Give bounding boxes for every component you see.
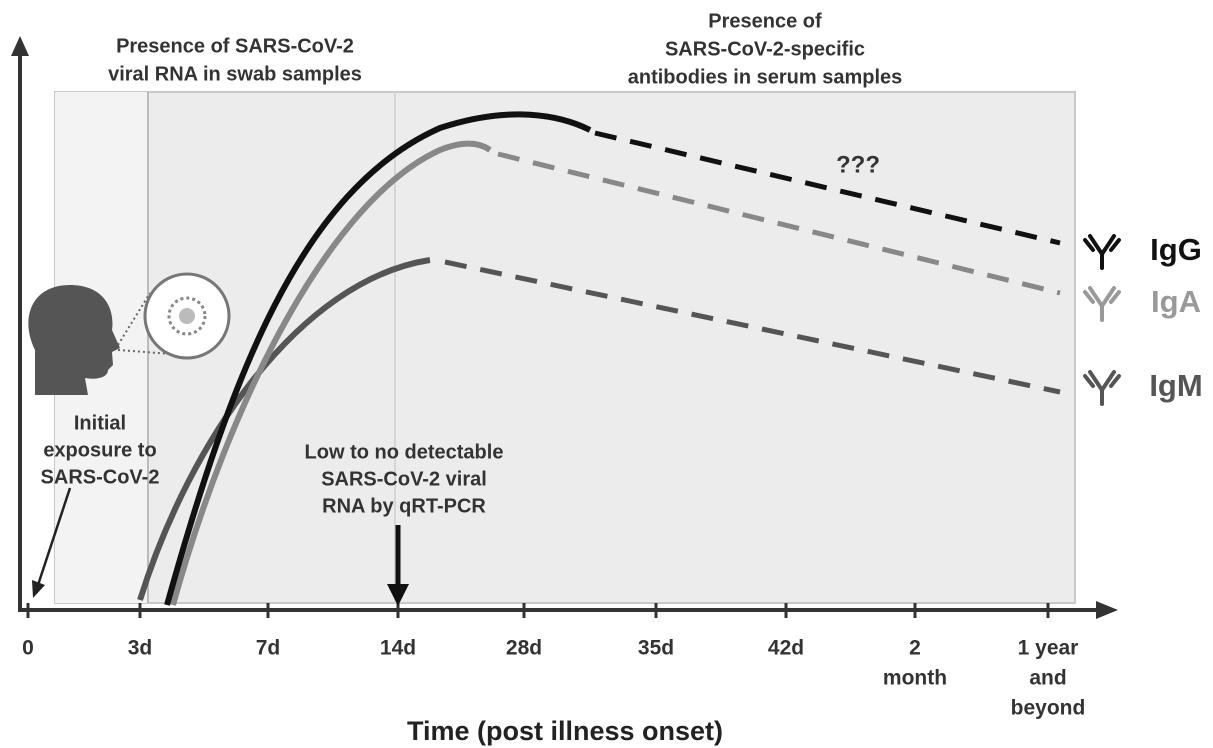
detection-arrow-head — [387, 584, 409, 606]
igm-trend — [444, 259, 1061, 395]
exposure-arrow-head — [32, 580, 45, 598]
iga-curve — [170, 140, 492, 606]
exposure-label: Initial — [74, 412, 126, 434]
antibody-label: IgG — [1150, 232, 1202, 267]
x-tick-label: 35d — [638, 637, 674, 660]
swab-label: viral RNA in swab samples — [108, 63, 362, 85]
antibody-label: IgA — [1151, 284, 1201, 319]
igg-curve — [164, 111, 592, 606]
head-icon — [28, 272, 231, 395]
labels: Presence of SARS-CoV-2 viral RNA in swab … — [41, 10, 1203, 746]
exposure-label: exposure to — [43, 439, 156, 461]
x-axis-title: Time (post illness onset) — [407, 716, 723, 746]
serum-label: antibodies in serum samples — [628, 66, 903, 88]
x-tick-label: 7d — [256, 637, 281, 660]
x-tick-label: 1 year — [1018, 637, 1079, 660]
antibody-icons — [1083, 234, 1121, 406]
serum-label: Presence of — [708, 10, 822, 32]
exposure-label: SARS-CoV-2 — [41, 466, 160, 488]
x-tick-label: 14d — [380, 637, 416, 660]
x-tick-label: 2 — [909, 637, 921, 660]
x-tick-label: and — [1029, 667, 1066, 690]
iga-trend — [497, 151, 1061, 296]
serum-label: SARS-CoV-2-specific — [665, 38, 865, 60]
antibody-label: IgM — [1149, 368, 1202, 403]
x-tick-label: 0 — [22, 637, 34, 660]
exposure-arrow — [36, 487, 72, 586]
detection-label: Low to no detectable — [305, 441, 504, 463]
swab-label: Presence of SARS-CoV-2 — [116, 35, 354, 57]
x-tick-label: month — [883, 667, 947, 690]
x-tick-label: 42d — [768, 637, 804, 660]
igg-trend — [594, 130, 1061, 246]
serum-region — [54, 91, 1076, 604]
detection-label: SARS-CoV-2 viral — [321, 468, 487, 490]
x-tick-label: 3d — [128, 637, 153, 660]
axis-arrow — [1096, 601, 1118, 619]
x-tick-label: beyond — [1011, 697, 1086, 720]
question-marks: ??? — [836, 151, 880, 178]
detection-label: RNA by qRT-PCR — [322, 495, 486, 517]
x-ticks: 0 3d 7d 14d 28d 35d 42d 2 month 1 year and beyond — [22, 603, 1085, 720]
axis-arrow — [11, 36, 29, 56]
x-tick-label: 28d — [506, 637, 542, 660]
